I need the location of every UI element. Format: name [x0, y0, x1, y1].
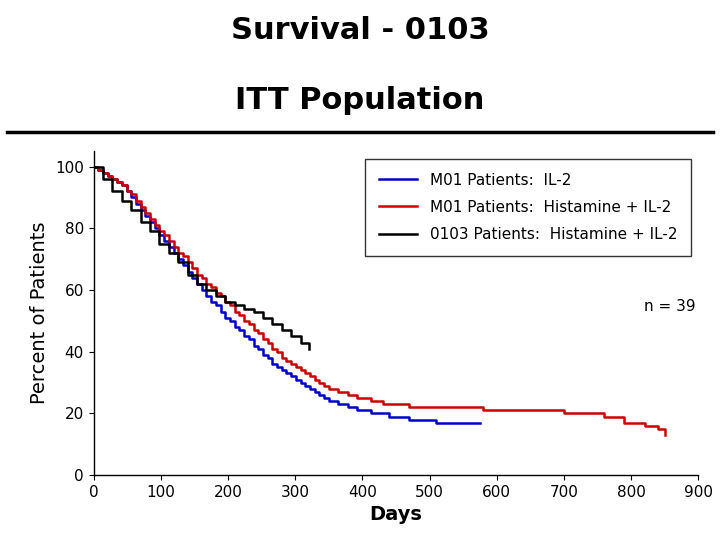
Text: ITT Population: ITT Population [235, 86, 485, 116]
Text: n = 39: n = 39 [644, 299, 696, 314]
X-axis label: Days: Days [369, 505, 423, 524]
Legend: M01 Patients:  IL-2, M01 Patients:  Histamine + IL-2, 0103 Patients:  Histamine : M01 Patients: IL-2, M01 Patients: Histam… [365, 159, 690, 256]
Y-axis label: Percent of Patients: Percent of Patients [30, 222, 50, 404]
Text: Survival - 0103: Survival - 0103 [230, 16, 490, 45]
